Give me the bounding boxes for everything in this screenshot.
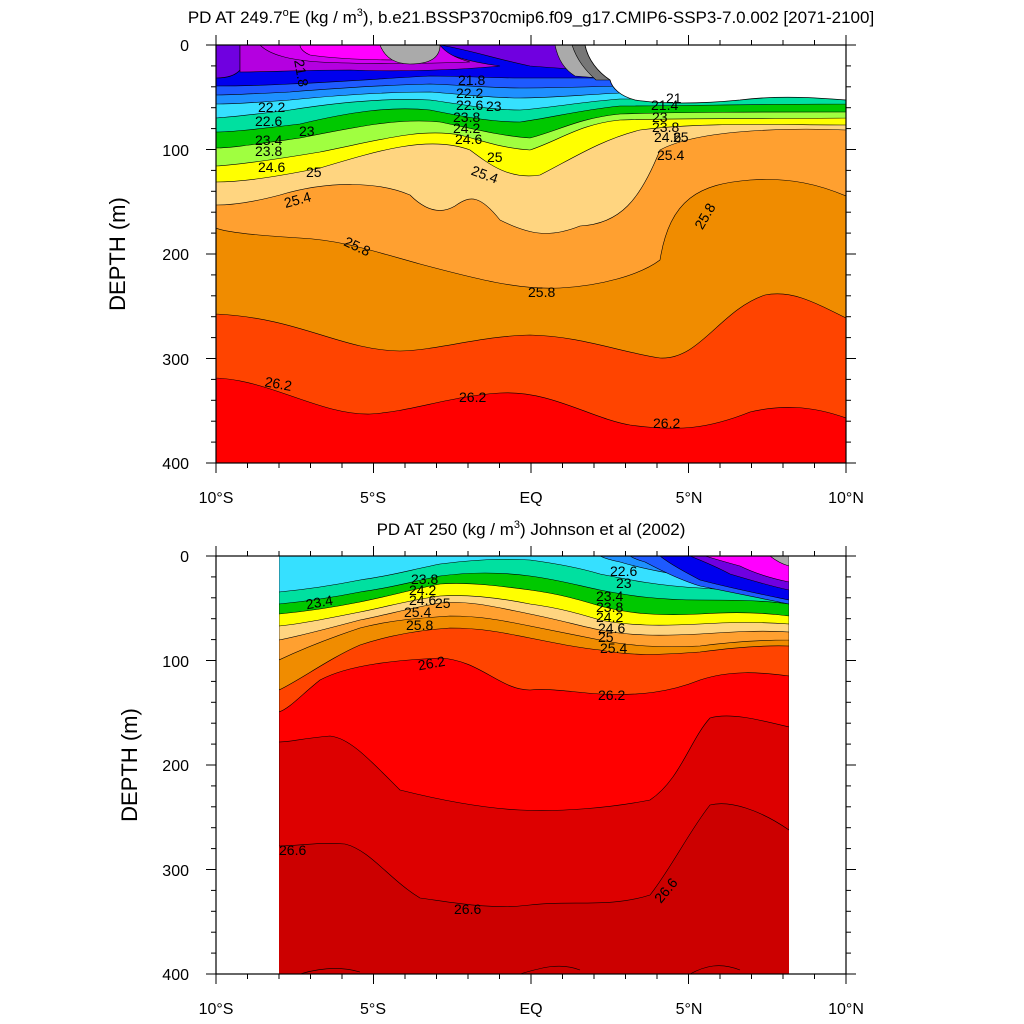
bottom-chart-title: PD AT 250 (kg / m3) Johnson et al (2002) bbox=[377, 519, 686, 539]
top-chart-title: PD AT 249.7oE (kg / m3), b.e21.BSSP370cm… bbox=[188, 7, 874, 27]
contour-label: 26.2 bbox=[264, 373, 294, 394]
contour-label: 23 bbox=[616, 575, 632, 591]
contour-label: 25.4 bbox=[282, 188, 313, 211]
band-grey-light bbox=[769, 556, 789, 567]
contour-label: 26.2 bbox=[459, 389, 486, 405]
x-tick-label: 10°N bbox=[828, 1001, 864, 1018]
contour-label: 23.4 bbox=[255, 132, 282, 148]
contour-label: 22.6 bbox=[255, 113, 282, 129]
top-axis-ticks bbox=[206, 35, 856, 473]
contour-label: 25.8 bbox=[528, 284, 555, 300]
x-tick-label: 5°N bbox=[676, 490, 703, 507]
top-panel: PD AT 249.7oE (kg / m3), b.e21.BSSP370cm… bbox=[105, 7, 874, 507]
x-tick-label: 10°S bbox=[199, 1001, 234, 1018]
top-mask-region bbox=[584, 45, 846, 104]
contour-label: 21 bbox=[666, 90, 682, 106]
bottom-contour-labels: 23.4 23.8 24.2 24.6 25 25.4 25.8 22.6 23… bbox=[279, 563, 681, 917]
band-magenta bbox=[704, 556, 789, 583]
contour-label: 22.6 bbox=[610, 563, 637, 579]
contour-label: 25.4 bbox=[600, 640, 627, 656]
contour-label: 26.6 bbox=[279, 842, 306, 858]
contour-label: 23 bbox=[299, 123, 315, 139]
x-tick-label: 5°N bbox=[676, 1001, 703, 1018]
x-tick-label: 5°S bbox=[360, 490, 386, 507]
y-tick-label: 400 bbox=[162, 967, 189, 984]
contour-label: 22.2 bbox=[456, 85, 483, 101]
x-tick-label: 10°S bbox=[199, 490, 234, 507]
y-tick-label: 300 bbox=[162, 863, 189, 880]
contour-label: 22.6 bbox=[456, 97, 483, 113]
contour-label: 25 bbox=[487, 149, 503, 165]
bottom-bottom-contour bbox=[299, 965, 741, 974]
y-tick-label: 200 bbox=[162, 758, 189, 775]
contour-label: 21.8 bbox=[458, 72, 485, 88]
contour-label: 24.6 bbox=[654, 129, 681, 145]
contour-label: 25 bbox=[598, 629, 614, 645]
contour-label: 26.2 bbox=[417, 653, 447, 674]
contour-label: 24.6 bbox=[598, 620, 625, 636]
x-tick-label: 10°N bbox=[828, 490, 864, 507]
y-tick-label: 0 bbox=[180, 38, 189, 55]
contour-label: 25.4 bbox=[657, 147, 684, 163]
x-tick-label: EQ bbox=[519, 1001, 542, 1018]
x-tick-label: 5°S bbox=[360, 1001, 386, 1018]
contour-label: 22.2 bbox=[258, 99, 285, 115]
contour-label: 23.8 bbox=[596, 599, 623, 615]
contour-label: 23.8 bbox=[453, 109, 480, 125]
y-tick-label: 400 bbox=[162, 456, 189, 473]
contour-label: 24.2 bbox=[453, 120, 480, 136]
y-tick-label: 300 bbox=[162, 352, 189, 369]
bottom-y-axis-label: DEPTH (m) bbox=[117, 708, 142, 822]
contour-label: 25 bbox=[435, 595, 451, 611]
contour-label: 25 bbox=[306, 164, 322, 180]
y-tick-label: 100 bbox=[162, 143, 189, 160]
top-y-axis-label: DEPTH (m) bbox=[105, 197, 130, 311]
contour-label: 23.8 bbox=[652, 119, 679, 135]
contour-label: 23.4 bbox=[596, 588, 623, 604]
top-contour-labels: 21.8 22.2 22.6 23 23.4 23.8 24.6 25 25.4… bbox=[255, 58, 719, 431]
contour-label: 21.8 bbox=[291, 58, 312, 88]
contour-label: 23.4 bbox=[304, 592, 334, 613]
contour-label: 21.4 bbox=[651, 97, 678, 113]
contour-label: 26.6 bbox=[454, 901, 481, 917]
contour-label: 25.4 bbox=[404, 604, 431, 620]
contour-label: 24.2 bbox=[596, 609, 623, 625]
bottom-x-tick-labels: 10°S 5°S EQ 5°N 10°N bbox=[199, 1001, 864, 1018]
bottom-contour-field: 23.4 23.8 24.2 24.6 25 25.4 25.8 22.6 23… bbox=[279, 556, 789, 974]
top-y-tick-labels: 0 100 200 300 400 bbox=[162, 38, 189, 473]
contour-label: 25.8 bbox=[406, 617, 433, 633]
contour-label: 24.6 bbox=[258, 159, 285, 175]
bottom-panel: PD AT 250 (kg / m3) Johnson et al (2002)… bbox=[117, 519, 864, 1018]
contour-label: 24.2 bbox=[409, 582, 436, 598]
contour-label: 23.8 bbox=[255, 143, 282, 159]
y-tick-label: 200 bbox=[162, 247, 189, 264]
top-contour-field: 21.8 22.2 22.6 23 23.4 23.8 24.6 25 25.4… bbox=[216, 45, 846, 463]
contour-label: 23 bbox=[652, 109, 668, 125]
bottom-axis-ticks bbox=[206, 546, 856, 984]
top-x-tick-labels: 10°S 5°S EQ 5°N 10°N bbox=[199, 490, 864, 507]
contour-label: 26.2 bbox=[598, 687, 625, 703]
contour-label: 24.6 bbox=[455, 131, 482, 147]
y-tick-label: 100 bbox=[162, 654, 189, 671]
x-tick-label: EQ bbox=[519, 490, 542, 507]
contour-label: 23 bbox=[486, 98, 502, 114]
contour-label: 25 bbox=[673, 129, 689, 145]
y-tick-label: 0 bbox=[180, 549, 189, 566]
contour-label: 26.2 bbox=[653, 415, 680, 431]
bottom-y-tick-labels: 0 100 200 300 400 bbox=[162, 549, 189, 984]
contour-label: 24.6 bbox=[409, 592, 436, 608]
contour-label: 23.8 bbox=[411, 571, 438, 587]
